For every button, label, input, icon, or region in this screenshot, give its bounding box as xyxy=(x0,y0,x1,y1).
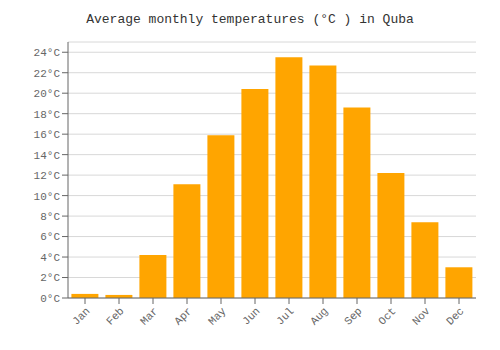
svg-text:Oct: Oct xyxy=(376,305,398,327)
svg-text:16°C: 16°C xyxy=(34,129,61,141)
svg-text:10°C: 10°C xyxy=(34,191,61,203)
html-text:Average monthly temperatures (: Average monthly temperatures (°C ) in Qu… xyxy=(86,12,414,27)
svg-text:22°C: 22°C xyxy=(34,68,61,80)
svg-text:Dec: Dec xyxy=(444,305,466,327)
svg-text:14°C: 14°C xyxy=(34,150,61,162)
svg-text:Jul: Jul xyxy=(274,305,296,327)
svg-text:Mar: Mar xyxy=(138,305,160,327)
svg-text:Jan: Jan xyxy=(70,305,92,327)
svg-text:Aug: Aug xyxy=(308,305,330,327)
svg-text:20°C: 20°C xyxy=(34,88,61,100)
svg-text:6°C: 6°C xyxy=(40,231,60,243)
svg-text:Feb: Feb xyxy=(104,305,126,327)
svg-text:May: May xyxy=(206,305,229,328)
svg-text:2°C: 2°C xyxy=(40,272,60,284)
svg-text:4°C: 4°C xyxy=(40,252,60,264)
svg-text:8°C: 8°C xyxy=(40,211,60,223)
svg-text:Sep: Sep xyxy=(342,305,364,327)
svg-text:12°C: 12°C xyxy=(34,170,61,182)
svg-text:18°C: 18°C xyxy=(34,109,61,121)
svg-text:0°C: 0°C xyxy=(40,293,60,305)
svg-text:Jun: Jun xyxy=(240,305,262,327)
svg-text:24°C: 24°C xyxy=(34,47,61,59)
svg-text:Nov: Nov xyxy=(410,305,433,328)
svg-text:Apr: Apr xyxy=(172,305,194,327)
